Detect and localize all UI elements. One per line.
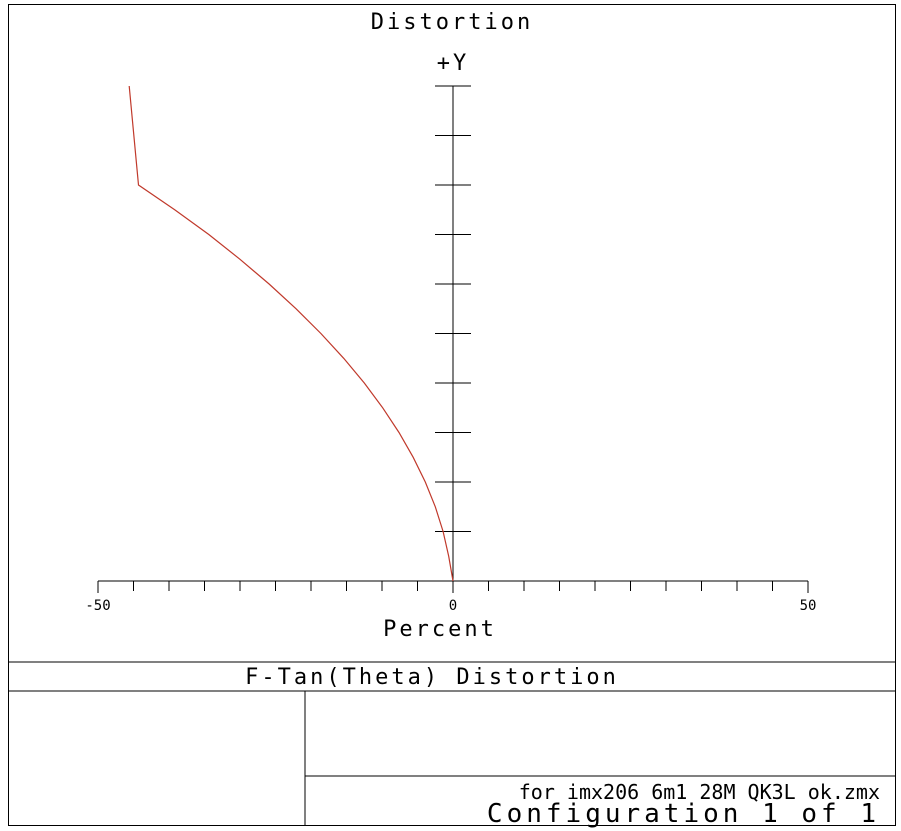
- plot-type-title: F-Tan(Theta) Distortion: [245, 665, 619, 690]
- y-axis-label: +Y: [437, 51, 470, 76]
- x-tick-label: 50: [800, 598, 817, 614]
- x-tick-label: 0: [449, 598, 457, 614]
- configuration-label: Configuration 1 of 1: [487, 799, 880, 829]
- plot-frame: [8, 4, 896, 826]
- x-axis: -50 0 50: [85, 580, 817, 614]
- x-axis-label: Percent: [383, 617, 497, 642]
- file-name: for imx206 6m1 28M QK3L ok.zmx: [519, 780, 880, 804]
- x-tick-label: -50: [85, 598, 110, 614]
- series-group: [128, 85, 454, 582]
- chart-title: Distortion: [371, 10, 533, 35]
- y-axis: [435, 85, 471, 581]
- distortion-curve: [128, 85, 454, 582]
